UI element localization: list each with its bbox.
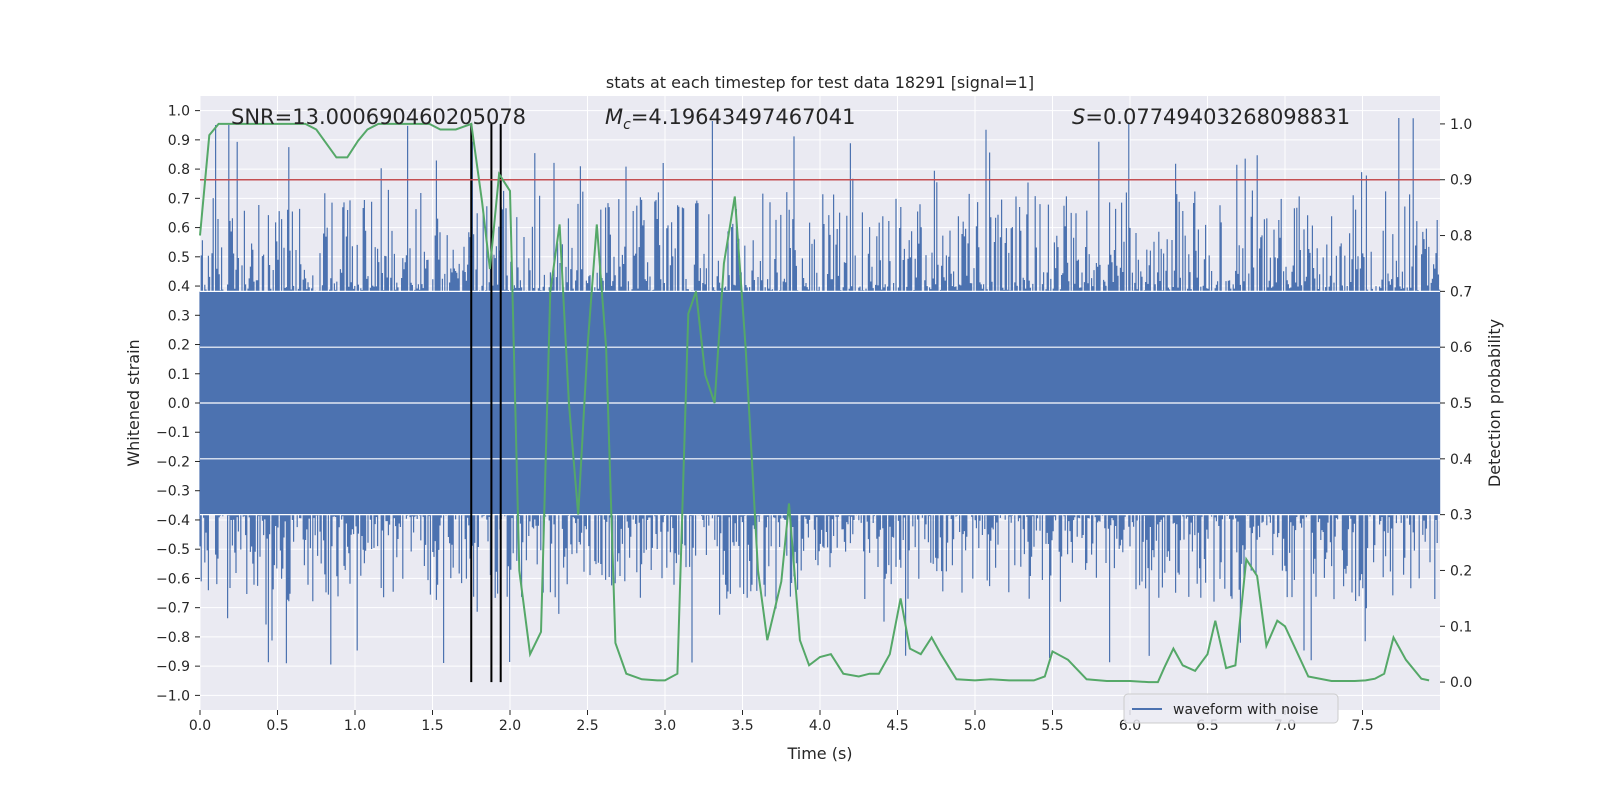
x-tick-label: 3.5 xyxy=(731,718,753,734)
x-tick-label: 0.0 xyxy=(189,718,211,734)
detection-probability-series xyxy=(199,122,1430,684)
right-y-tick-label: 0.4 xyxy=(1450,452,1472,468)
left-y-tick-label: −1.0 xyxy=(156,688,190,704)
left-y-tick-label: 0.2 xyxy=(168,338,190,354)
left-y-tick-label: −0.9 xyxy=(156,659,190,675)
right-y-tick-label: 0.1 xyxy=(1450,619,1472,635)
right-y-tick-label: 0.8 xyxy=(1450,229,1472,245)
x-tick-label: 5.5 xyxy=(1041,718,1063,734)
left-y-tick-label: −0.2 xyxy=(156,454,190,470)
s-symbol: S xyxy=(1072,105,1085,129)
x-tick-label: 1.5 xyxy=(421,718,443,734)
detection-probability-line xyxy=(199,122,1430,684)
left-y-tick-label: −0.1 xyxy=(156,425,190,441)
legend-box xyxy=(1123,693,1339,724)
right-y-tick-label: 1.0 xyxy=(1450,117,1472,133)
right-y-tick-label: 0.3 xyxy=(1450,508,1472,524)
left-y-tick-label: 0.0 xyxy=(168,396,190,412)
left-y-axis-label: Whitened strain xyxy=(124,339,143,466)
left-y-tick-label: 0.7 xyxy=(168,191,190,207)
left-y-tick-label: −0.5 xyxy=(156,542,190,558)
left-y-tick-label: 0.8 xyxy=(168,162,190,178)
left-y-tick-label: −0.8 xyxy=(156,630,190,646)
left-y-tick-label: 0.5 xyxy=(168,250,190,266)
right-y-tick-label: 0.6 xyxy=(1450,340,1472,356)
x-tick-label: 3.0 xyxy=(654,718,676,734)
right-y-axis-label: Detection probability xyxy=(1485,319,1504,487)
right-y-tick-label: 0.9 xyxy=(1450,173,1472,189)
waveform-with-noise-series xyxy=(199,118,1441,665)
x-tick-label: 0.5 xyxy=(266,718,288,734)
left-y-tick-label: −0.7 xyxy=(156,601,190,617)
chirp-mass-annotation: Mc=4.19643497467041 xyxy=(605,105,856,133)
left-y-tick-label: 0.1 xyxy=(168,367,190,383)
s-annotation: S=0.07749403268098831 xyxy=(1072,105,1350,129)
x-tick-label: 2.5 xyxy=(576,718,598,734)
chirp-mass-subscript: c xyxy=(623,117,631,133)
chart-title: stats at each timestep for test data 182… xyxy=(606,73,1034,92)
left-y-axis-ticks: 1.0 0.9 0.8 0.7 0.6 0.5 0.4 0.3 0.2 0.1 0.0 −0.1 −0.… xyxy=(156,104,200,704)
x-tick-label: 4.5 xyxy=(886,718,908,734)
x-axis-label: Time (s) xyxy=(786,744,852,763)
left-y-tick-label: 1.0 xyxy=(168,104,190,120)
x-tick-label: 1.0 xyxy=(344,718,366,734)
s-value: =0.07749403268098831 xyxy=(1085,105,1350,129)
left-y-tick-label: 0.4 xyxy=(168,279,190,295)
left-y-tick-label: 0.3 xyxy=(168,308,190,324)
legend-label: waveform with noise xyxy=(1173,702,1318,718)
left-y-tick-label: −0.3 xyxy=(156,484,190,500)
left-y-tick-label: −0.4 xyxy=(156,513,190,529)
chirp-mass-symbol: M xyxy=(605,105,623,129)
legend: waveform with noise xyxy=(1123,693,1339,724)
chirp-mass-value: =4.19643497467041 xyxy=(631,105,856,129)
left-y-tick-label: 0.6 xyxy=(168,221,190,237)
left-y-tick-label: 0.9 xyxy=(168,133,190,149)
x-tick-label: 4.0 xyxy=(809,718,831,734)
right-y-axis-ticks: 1.0 0.9 0.8 0.7 0.6 0.5 0.4 0.3 0.2 0.1 0.0 xyxy=(1440,117,1472,691)
x-tick-label: 7.5 xyxy=(1351,718,1373,734)
x-tick-label: 5.0 xyxy=(964,718,986,734)
vertical-markers xyxy=(470,123,502,683)
left-y-tick-label: −0.6 xyxy=(156,571,190,587)
snr-annotation: SNR=13.000690460205078 xyxy=(231,105,526,129)
x-tick-label: 2.0 xyxy=(499,718,521,734)
right-y-tick-label: 0.7 xyxy=(1450,284,1472,300)
right-y-tick-label: 0.5 xyxy=(1450,396,1472,412)
right-y-tick-label: 0.2 xyxy=(1450,563,1472,579)
right-y-tick-label: 0.0 xyxy=(1450,675,1472,691)
